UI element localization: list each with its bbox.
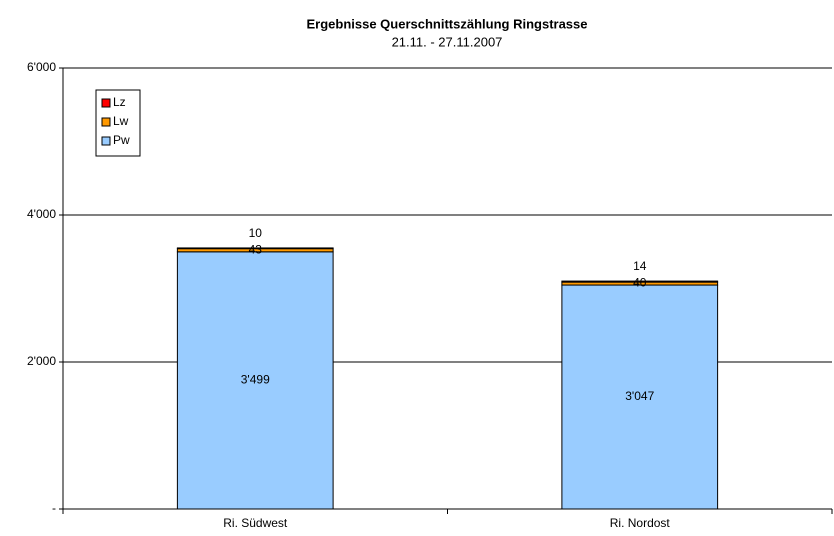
y-tick-label: 6'000 [27,60,56,74]
legend-swatch [101,136,111,146]
data-label: 43 [249,242,263,256]
y-tick-label: - [52,501,56,515]
data-label: 10 [249,226,263,240]
bar-segment [176,247,334,250]
y-tick-label: 4'000 [27,207,56,221]
legend-label: Pw [113,133,130,147]
x-tick-label: Ri. Nordost [610,516,671,530]
y-tick-label: 2'000 [27,354,56,368]
data-label: 14 [633,259,647,273]
data-label: 3'499 [241,373,270,387]
x-tick-label: Ri. Südwest [223,516,288,530]
legend-swatch [101,117,111,127]
bar-segment [176,251,334,510]
legend-label: Lz [113,95,126,109]
chart-title: Ergebnisse Querschnittszählung Ringstras… [306,16,587,31]
data-label: 3'047 [625,389,654,403]
legend-swatch [101,98,111,108]
data-label: 40 [633,276,647,290]
chart-subtitle: 21.11. - 27.11.2007 [392,34,503,49]
bar-segment [561,280,719,283]
legend-label: Lw [113,114,129,128]
